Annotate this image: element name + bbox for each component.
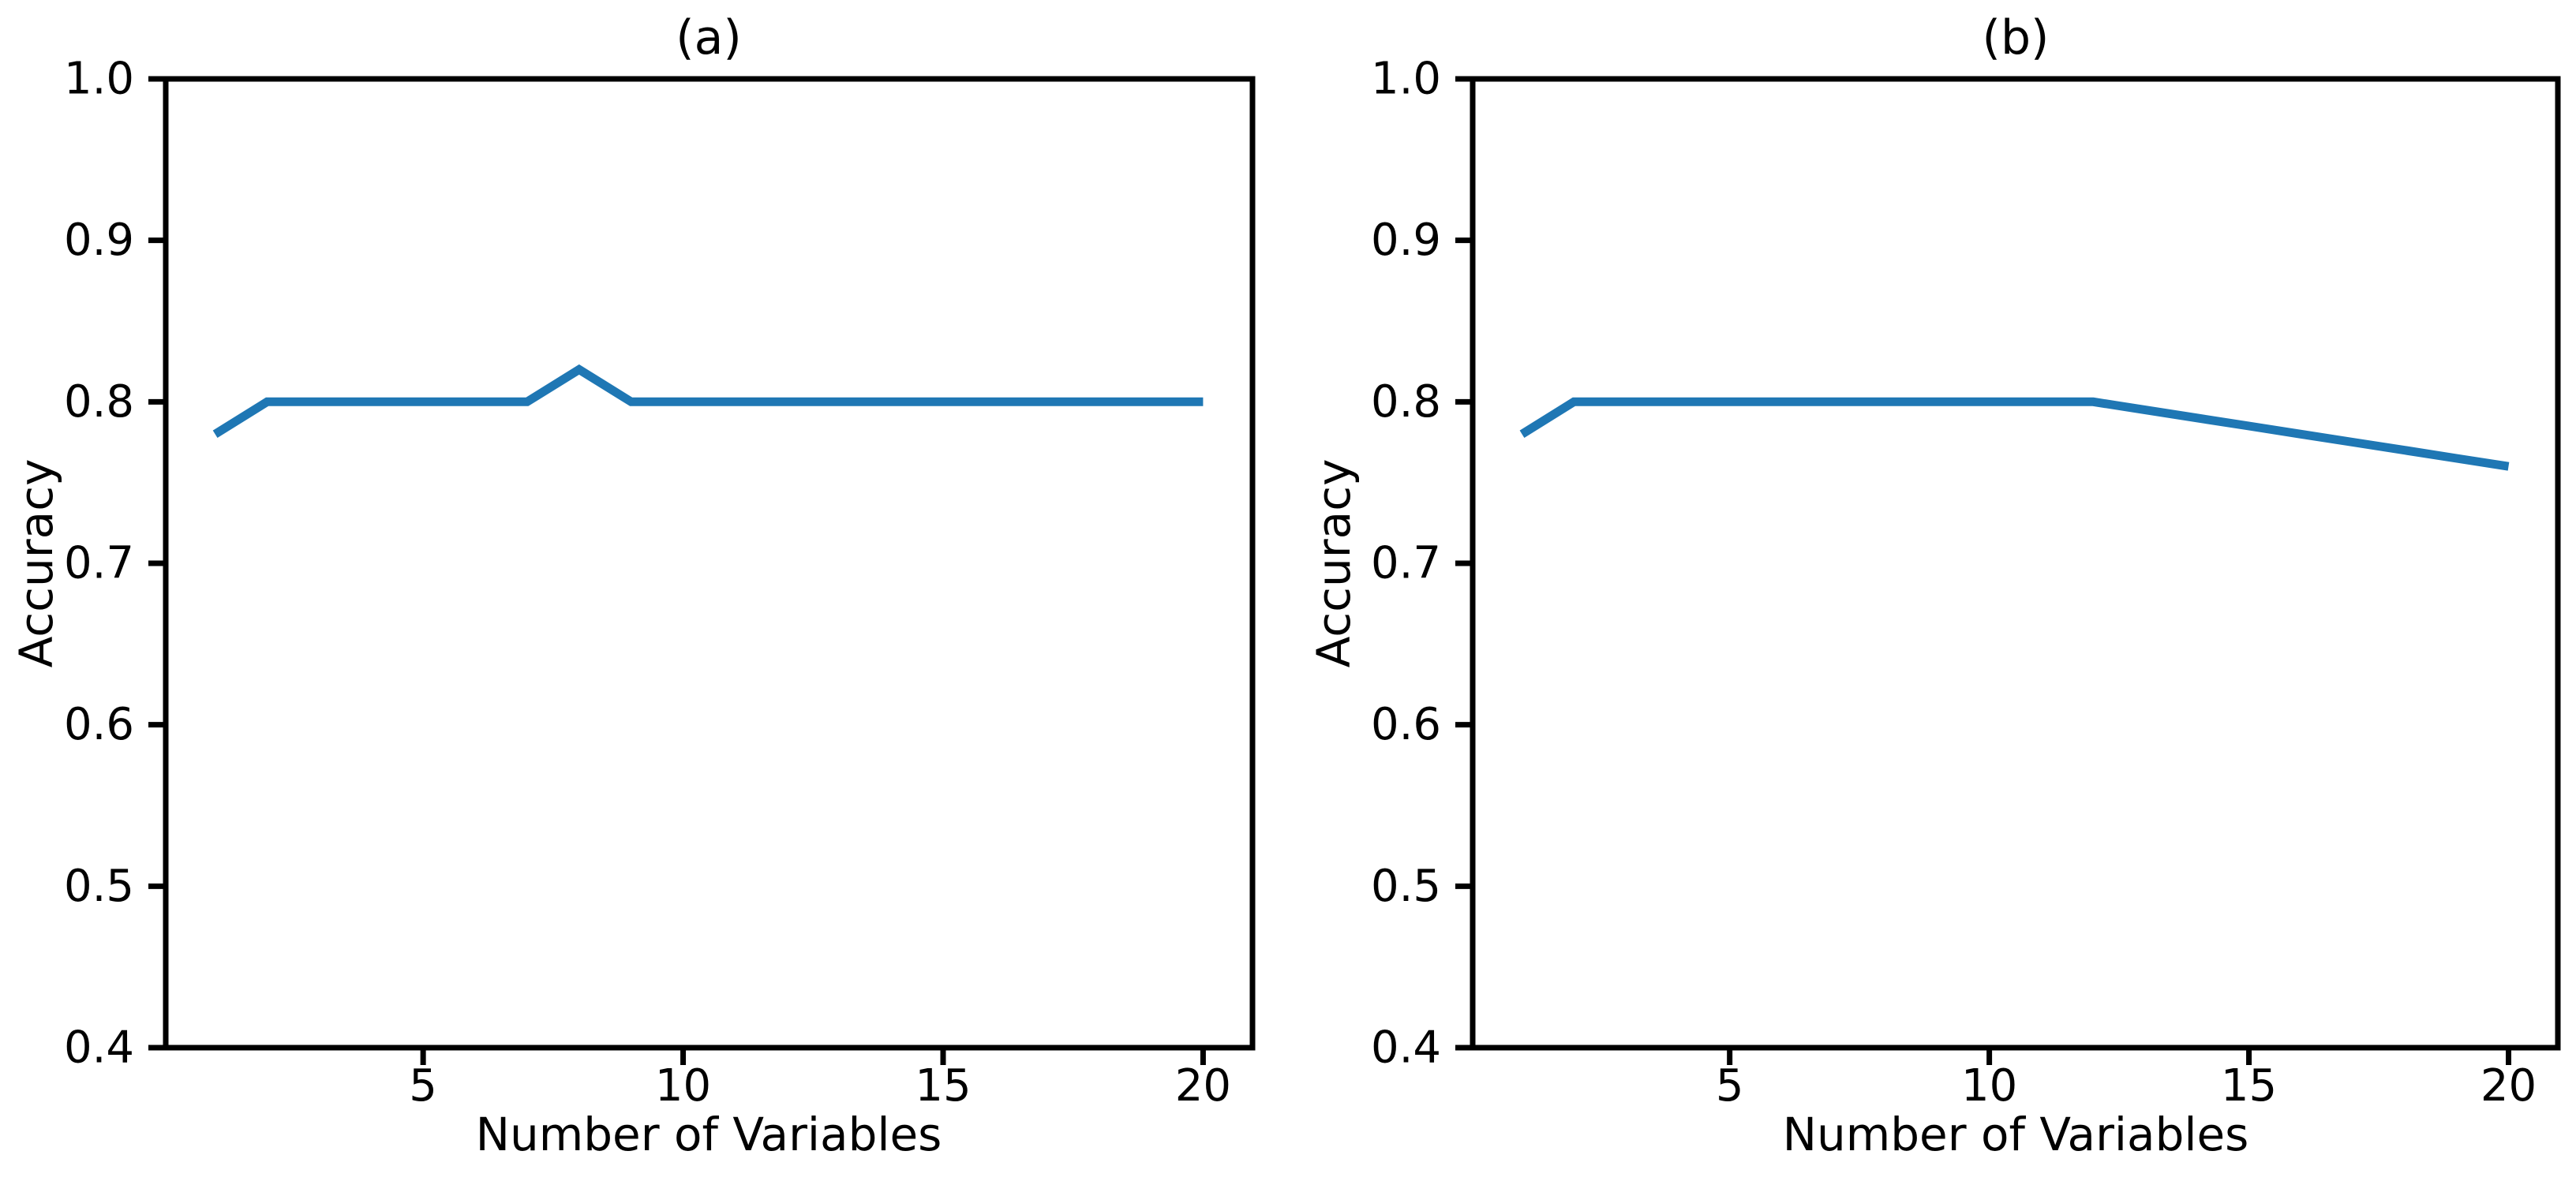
plot-title: (b)	[1983, 10, 2050, 65]
plot-area: 5 10 15 20 0.4 0.5 0.6 0.7 0.8 0.9 1.0	[1371, 54, 2561, 1112]
data-line-accuracy	[212, 364, 1204, 438]
subplot-b-svg: (b) Number of Variables Accuracy 5 10 15 20…	[1307, 10, 2561, 1161]
x-axis-label: Number of Variables	[476, 1108, 942, 1161]
y-axis-tick-label: 0.4	[64, 1022, 134, 1074]
y-axis-tick-label: 0.9	[64, 215, 134, 266]
y-axis-tick-label: 0.7	[1371, 538, 1441, 589]
y-axis-tick-label: 0.9	[1371, 215, 1441, 266]
y-axis-tick-label: 0.8	[1371, 376, 1441, 428]
subplot-a-svg: (a) Number of Variables Accuracy 5 10 15 20…	[9, 10, 1256, 1161]
data-line-accuracy	[1519, 397, 2510, 471]
x-axis-tick-label: 10	[655, 1060, 711, 1112]
x-axis-tick-label: 10	[1961, 1060, 2017, 1112]
x-axis-tick-label: 5	[409, 1060, 437, 1112]
y-axis-label: Accuracy	[9, 459, 63, 668]
x-axis-tick-label: 15	[2221, 1060, 2277, 1112]
y-axis-tick-label: 1.0	[64, 54, 134, 105]
y-axis-tick-label: 0.6	[64, 699, 134, 750]
y-axis-label: Accuracy	[1307, 459, 1361, 668]
y-axis-tick-label: 0.4	[1371, 1022, 1441, 1074]
plot-border	[1470, 76, 2561, 1051]
y-axis-tick-label: 0.6	[1371, 699, 1441, 750]
plot-title: (a)	[676, 10, 742, 65]
subplot-a: (a) Number of Variables Accuracy 5 10 15 20…	[9, 10, 1256, 1161]
subplot-b: (b) Number of Variables Accuracy 5 10 15 20…	[1288, 0, 2576, 1181]
x-axis-label: Number of Variables	[1783, 1108, 2249, 1161]
y-axis-tick-label: 1.0	[1371, 54, 1441, 105]
y-axis-tick-label: 0.5	[64, 861, 134, 912]
y-axis-tick-label: 0.8	[64, 376, 134, 428]
x-axis-tick-label: 20	[1175, 1060, 1231, 1112]
x-axis-tick-label: 5	[1716, 1060, 1744, 1112]
x-axis-tick-label: 20	[2481, 1060, 2537, 1112]
plot-border	[163, 76, 1256, 1051]
plot-area: 5 10 15 20 0.4 0.5 0.6 0.7 0.8 0.9 1.0	[64, 54, 1256, 1112]
y-axis-tick-label: 0.7	[64, 538, 134, 589]
y-axis-tick-label: 0.5	[1371, 861, 1441, 912]
x-axis-tick-label: 15	[915, 1060, 971, 1112]
